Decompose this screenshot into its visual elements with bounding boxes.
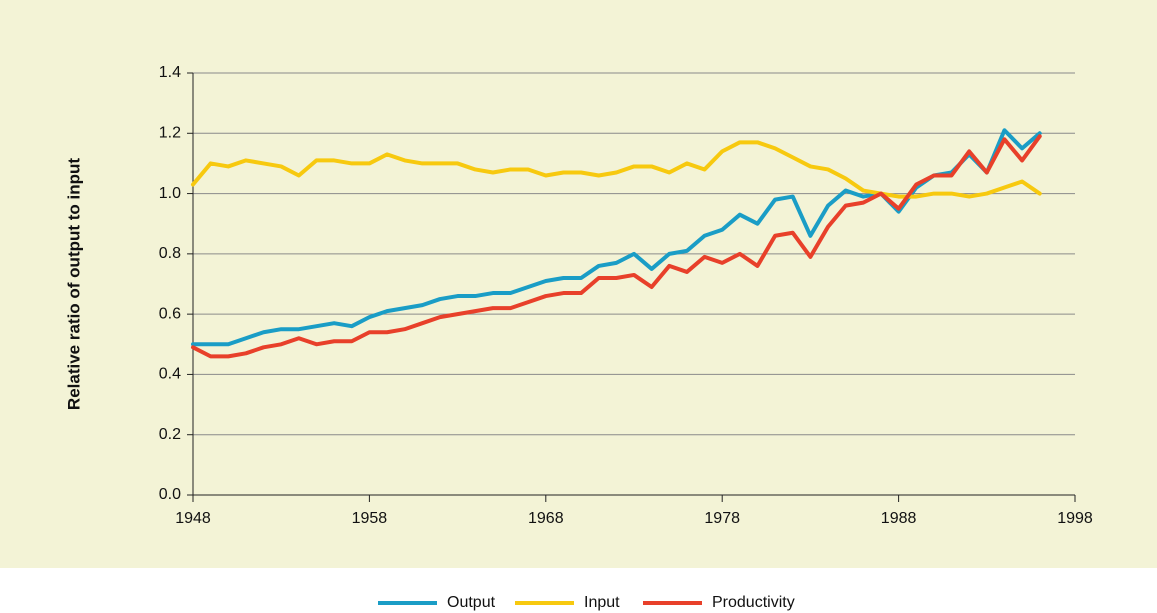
x-tick-label: 1948 <box>175 510 211 527</box>
y-tick-label: 0.6 <box>159 305 181 322</box>
x-tick-label: 1968 <box>528 510 564 527</box>
series-line <box>191 128 1042 347</box>
x-tick-label: 1958 <box>352 510 388 527</box>
legend-label: Input <box>584 594 620 611</box>
series-line <box>191 134 1042 359</box>
y-tick-label: 1.0 <box>159 185 181 202</box>
x-tick-label: 1998 <box>1057 510 1093 527</box>
y-tick-label: 1.2 <box>159 125 181 142</box>
y-tick-label: 0.2 <box>159 426 181 443</box>
x-tick-label: 1988 <box>881 510 917 527</box>
y-tick-label: 0.0 <box>159 486 181 503</box>
legend-label: Output <box>447 594 496 611</box>
x-tick-label: 1978 <box>704 510 740 527</box>
y-tick-label: 0.8 <box>159 245 181 262</box>
y-tick-label: 0.4 <box>159 366 181 383</box>
chart-background <box>0 0 1157 568</box>
y-tick-label: 1.4 <box>159 64 181 81</box>
series-line <box>191 140 1042 199</box>
y-axis-label: Relative ratio of output to input <box>64 158 83 410</box>
legend-label: Productivity <box>712 594 795 611</box>
